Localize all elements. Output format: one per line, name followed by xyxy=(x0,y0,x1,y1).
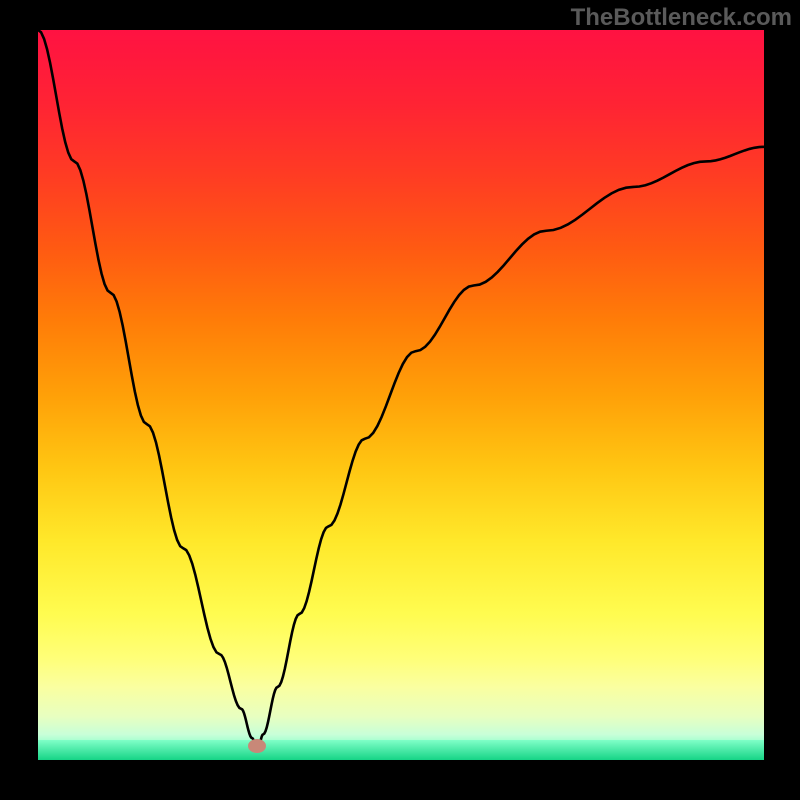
plot-area xyxy=(38,30,764,760)
gradient-background xyxy=(38,30,764,760)
chart-container: TheBottleneck.com xyxy=(0,0,800,800)
watermark-text: TheBottleneck.com xyxy=(571,4,792,32)
minimum-marker xyxy=(248,739,266,753)
green-band xyxy=(38,740,764,760)
